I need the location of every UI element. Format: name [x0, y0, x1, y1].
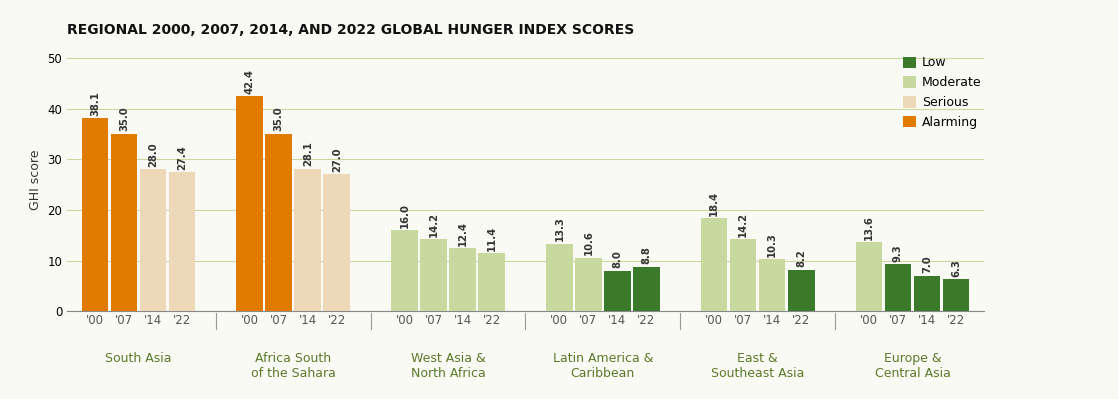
Text: Latin America &
Caribbean: Latin America & Caribbean — [552, 352, 653, 380]
Text: Europe &
Central Asia: Europe & Central Asia — [874, 352, 950, 380]
Bar — [942, 279, 969, 311]
Bar — [420, 239, 447, 311]
Text: 18.4: 18.4 — [709, 190, 719, 215]
Y-axis label: GHI score: GHI score — [29, 149, 41, 210]
Text: 35.0: 35.0 — [119, 107, 129, 131]
Bar — [449, 249, 476, 311]
Bar — [391, 230, 418, 311]
Text: 10.6: 10.6 — [584, 230, 594, 255]
Text: 14.2: 14.2 — [428, 212, 438, 237]
Text: 16.0: 16.0 — [399, 203, 409, 228]
Bar — [82, 118, 108, 311]
Text: 27.0: 27.0 — [332, 148, 342, 172]
Bar — [265, 134, 292, 311]
Bar — [604, 271, 631, 311]
Bar — [111, 134, 138, 311]
Text: 42.4: 42.4 — [245, 69, 255, 94]
Bar — [855, 242, 882, 311]
Text: 6.3: 6.3 — [951, 259, 961, 277]
Text: 28.0: 28.0 — [148, 142, 158, 167]
Bar — [479, 253, 505, 311]
Bar — [633, 267, 660, 311]
Text: 9.3: 9.3 — [893, 244, 903, 262]
Text: South Asia: South Asia — [105, 352, 172, 365]
Text: 14.2: 14.2 — [738, 212, 748, 237]
Legend: Low, Moderate, Serious, Alarming: Low, Moderate, Serious, Alarming — [899, 51, 987, 134]
Bar — [730, 239, 757, 311]
Text: 8.8: 8.8 — [642, 246, 652, 264]
Text: West Asia &
North Africa: West Asia & North Africa — [410, 352, 485, 380]
Bar — [788, 270, 815, 311]
Bar — [575, 257, 601, 311]
Text: 13.3: 13.3 — [555, 217, 565, 241]
Text: 10.3: 10.3 — [767, 232, 777, 257]
Text: 38.1: 38.1 — [89, 91, 100, 116]
Bar — [759, 259, 786, 311]
Bar — [546, 244, 572, 311]
Text: Africa South
of the Sahara: Africa South of the Sahara — [250, 352, 335, 380]
Text: 28.1: 28.1 — [303, 142, 313, 166]
Text: 8.0: 8.0 — [613, 251, 623, 268]
Bar — [236, 97, 263, 311]
Text: 35.0: 35.0 — [274, 107, 284, 131]
Bar — [140, 170, 167, 311]
Text: REGIONAL 2000, 2007, 2014, AND 2022 GLOBAL HUNGER INDEX SCORES: REGIONAL 2000, 2007, 2014, AND 2022 GLOB… — [67, 23, 634, 37]
Text: East &
Southeast Asia: East & Southeast Asia — [711, 352, 804, 380]
Text: 27.4: 27.4 — [177, 145, 187, 170]
Bar — [169, 172, 196, 311]
Bar — [913, 276, 940, 311]
Text: 12.4: 12.4 — [457, 221, 467, 246]
Bar — [701, 218, 728, 311]
Text: 7.0: 7.0 — [922, 256, 932, 273]
Bar — [294, 169, 321, 311]
Text: 11.4: 11.4 — [486, 226, 496, 251]
Text: 13.6: 13.6 — [864, 215, 874, 240]
Bar — [323, 174, 350, 311]
Bar — [884, 264, 911, 311]
Text: 8.2: 8.2 — [796, 249, 806, 267]
